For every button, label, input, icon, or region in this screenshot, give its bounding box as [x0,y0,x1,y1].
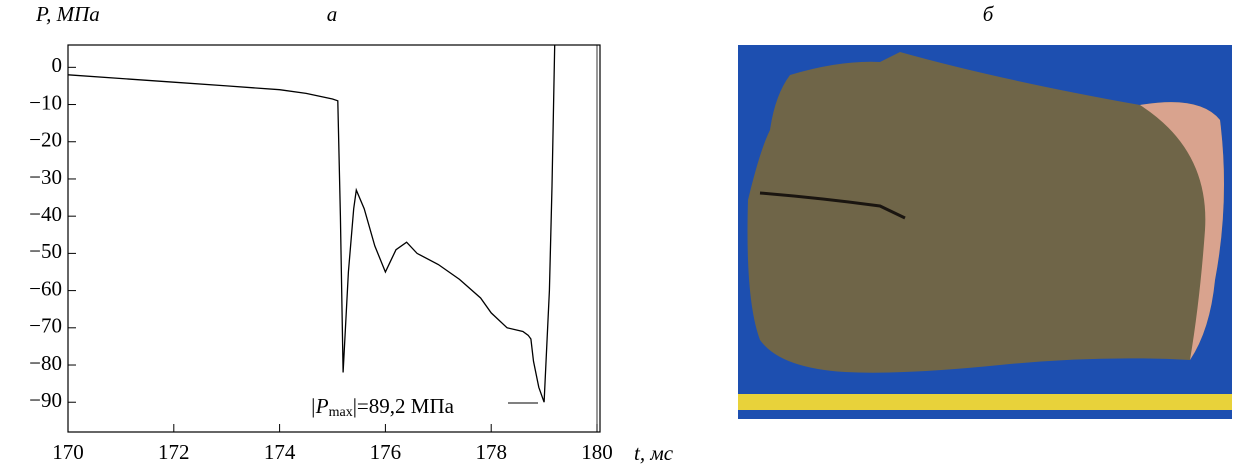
x-tick-label: 180 [581,440,613,464]
annotation: |Pmax|=89,2 МПа [310,394,455,420]
y-tick-label: −80 [29,351,62,375]
x-tick-label: 176 [370,440,402,464]
y-tick-label: −40 [29,202,62,226]
x-tick-label: 178 [475,440,507,464]
y-tick-label: −30 [29,165,62,189]
y-tick-label: −20 [29,128,62,152]
x-tick-label: 170 [52,440,84,464]
y-tick-label: −70 [29,314,62,338]
y-axis-label: P, МПа [35,2,100,26]
annotation-part: |=89,2 МПа [353,394,455,418]
x-tick-label: 174 [264,440,296,464]
y-tick-label: −90 [29,388,62,412]
y-tick-label: −60 [29,276,62,300]
plot-frame [68,45,600,432]
pressure-line [68,45,555,402]
annotation-part: |P [310,394,329,418]
chart-title: а [327,2,338,26]
x-tick-label: 172 [158,440,190,464]
x-axis-label: t, мс [634,441,674,465]
y-tick-label: −50 [29,239,62,263]
photo [738,45,1232,419]
photo-ruler [738,394,1232,410]
figure: P, МПа а t, мс б 0 −10 −20 −30 −40 −50 −60 −70 −… [0,0,1247,469]
y-tick-label: −10 [29,90,62,114]
y-tick-label: 0 [52,53,63,77]
annotation-subscript: max [329,405,353,420]
photo-label: б [983,2,995,26]
